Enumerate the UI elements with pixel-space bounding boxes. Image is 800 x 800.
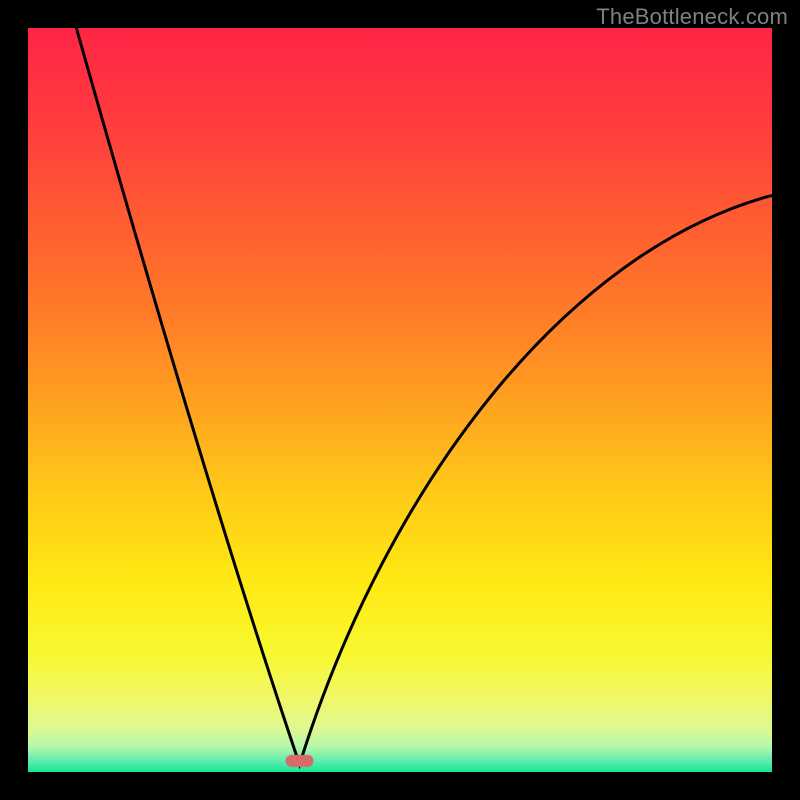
watermark-text: TheBottleneck.com [596, 4, 788, 30]
bottleneck-chart [0, 0, 800, 800]
optimal-marker [286, 755, 314, 767]
chart-background [28, 28, 772, 772]
chart-container: TheBottleneck.com [0, 0, 800, 800]
